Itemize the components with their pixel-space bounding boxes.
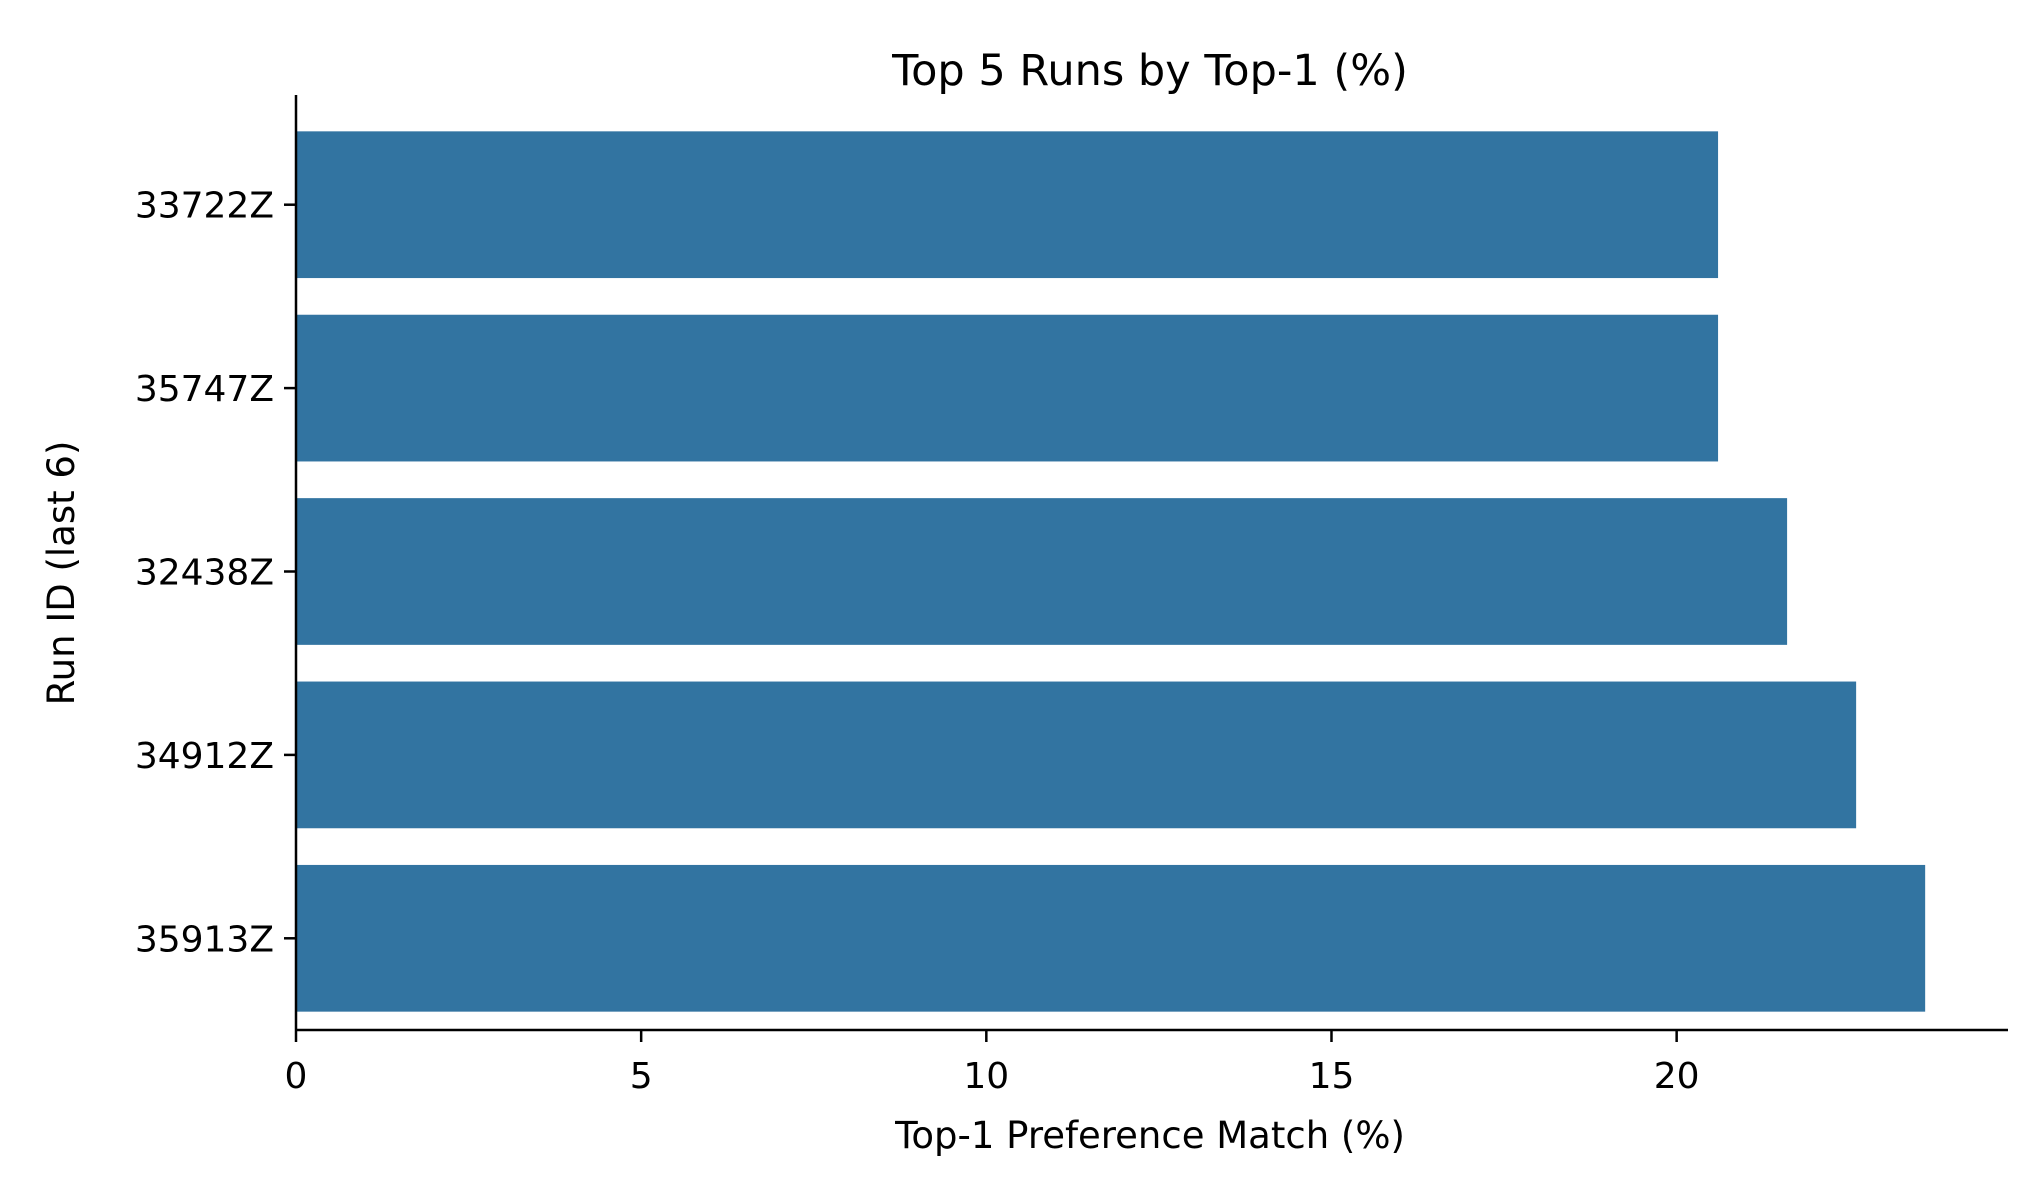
x-tick-label: 15: [1309, 1056, 1355, 1097]
y-tick-label: 35913Z: [135, 919, 274, 960]
y-tick-label: 32438Z: [135, 553, 274, 594]
x-tick-label: 5: [630, 1056, 653, 1097]
x-tick-label: 10: [963, 1056, 1009, 1097]
bar-35747Z: [296, 314, 1719, 462]
chart-title: Top 5 Runs by Top-1 (%): [891, 46, 1408, 96]
bar-32438Z: [296, 498, 1788, 645]
x-axis-ticks: 0 5 10 15 20: [285, 1030, 1700, 1097]
x-tick-label: 0: [285, 1056, 308, 1097]
bar-33722Z: [296, 131, 1719, 279]
x-axis-label: Top-1 Preference Match (%): [894, 1114, 1405, 1157]
bar-35913Z: [296, 864, 1926, 1012]
y-tick-label: 34912Z: [135, 736, 274, 777]
y-tick-label: 33722Z: [135, 186, 274, 227]
y-axis-label: Run ID (last 6): [40, 441, 83, 706]
bar-34912Z: [296, 681, 1857, 829]
y-tick-label: 35747Z: [135, 369, 274, 410]
y-axis-ticks: 33722Z 35747Z 32438Z 34912Z 35913Z: [135, 186, 296, 960]
x-tick-label: 20: [1654, 1056, 1700, 1097]
bars-group: [296, 131, 1926, 1012]
